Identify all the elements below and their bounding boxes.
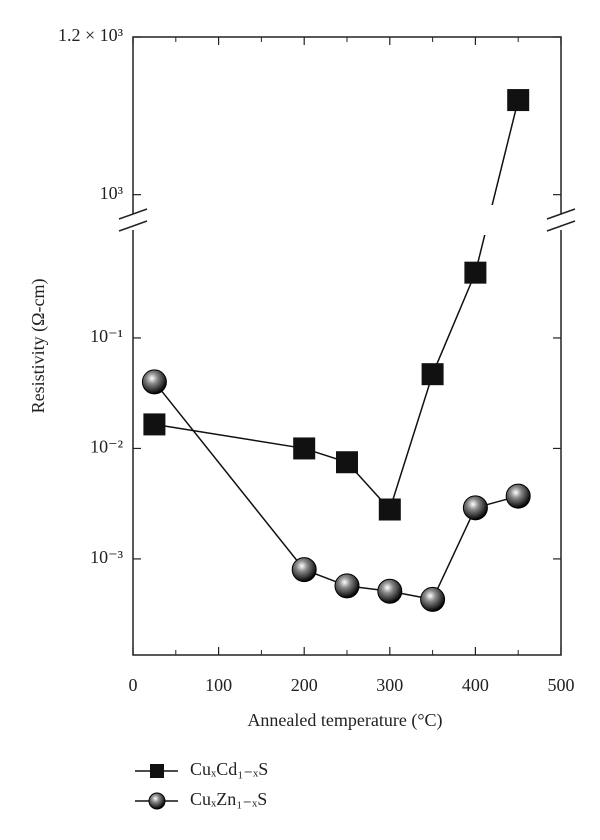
axis-break [135,205,559,235]
data-point [378,498,401,521]
y-tick-label: 10⁻¹ [90,326,123,346]
x-axis-label: Annealed temperature (°C) [247,710,442,731]
data-point [421,363,444,386]
y-tick-label: 1.2 × 10³ [58,25,124,45]
data-point [462,495,488,521]
data-point [464,261,487,284]
y-tick-label: 10³ [100,183,124,203]
y-tick-label: 10⁻² [90,437,123,457]
break-mark [546,208,576,220]
series-line [153,381,519,601]
data-point [420,586,446,612]
data-point [505,483,531,509]
legend-marker [150,764,164,778]
break-mark [118,220,148,232]
data-point [293,437,316,460]
y-tick-label: 10⁻³ [90,547,124,567]
x-tick-label: 400 [462,675,489,695]
break-mark [118,208,148,220]
x-tick-label: 100 [205,675,232,695]
plot-frame [132,36,562,656]
data-point [377,578,403,604]
x-tick-label: 500 [548,675,575,695]
series-line [154,99,519,511]
legend-label: CuₓZn₁₋ₓS [190,789,267,809]
data-point [291,557,317,583]
x-tick-label: 0 [129,675,138,695]
data-point [143,413,166,436]
data-point [141,369,167,395]
x-tick-label: 200 [291,675,318,695]
y-axis-label: Resistivity (Ω-cm) [28,279,49,414]
data-point [336,451,358,474]
data-point [334,573,360,599]
legend-label: CuₓCd₁₋ₓS [190,759,268,779]
break-mark [546,220,576,232]
x-tick-label: 300 [376,675,403,695]
data-point [507,89,530,112]
legend-marker [148,792,166,810]
